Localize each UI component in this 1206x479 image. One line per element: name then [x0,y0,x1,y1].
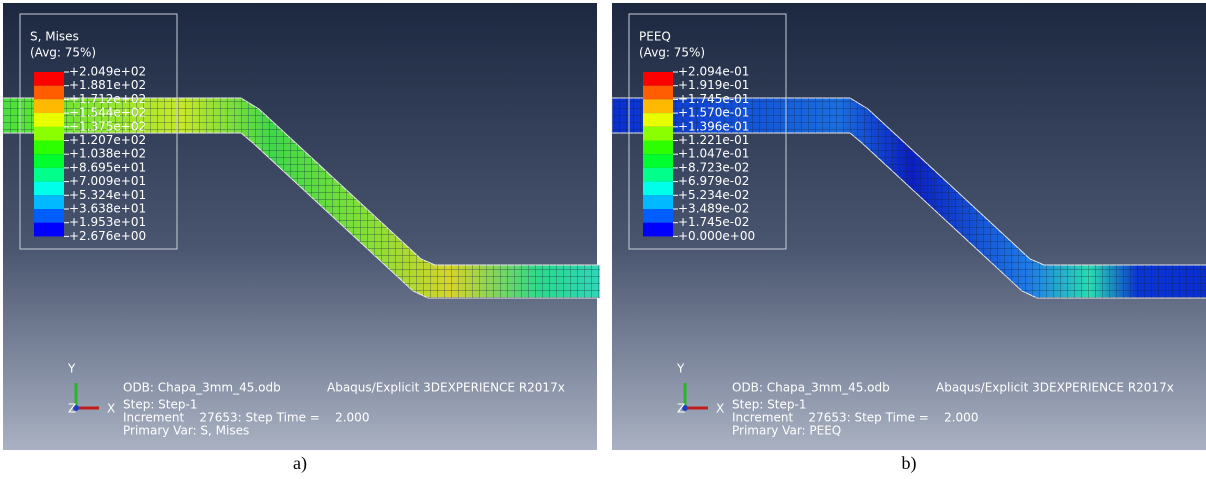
legend-swatch [34,182,64,196]
legend-value: +1.544e+02 [69,106,146,120]
legend-value: +0.000e+00 [678,229,755,243]
step: Step: Step-1 [123,398,197,412]
legend-swatch [34,141,64,155]
legend-value: +1.375e+02 [69,119,146,133]
legend-value: +7.009e+01 [69,174,146,188]
legend-value: +2.676e+00 [69,229,146,243]
viewport-panel: PEEQ(Avg: 75%)+2.094e-01+1.919e-01+1.745… [612,3,1206,450]
legend-swatch [34,195,64,209]
legend-swatch [643,195,673,209]
legend-swatch [34,223,64,237]
primary-var: Primary Var: PEEQ [732,424,841,438]
software: Abaqus/Explicit 3DEXPERIENCE R2017x [936,381,1174,395]
legend-value: +1.919e-01 [678,78,749,92]
axis-label-y: Y [67,362,76,376]
legend-swatch [34,72,64,86]
legend-value: +2.094e-01 [678,65,749,79]
axis-label-x: X [716,402,724,416]
axis-label-y: Y [676,362,685,376]
legend-value: +1.953e+01 [69,215,146,229]
legend-swatch [643,209,673,223]
legend-value: +5.324e+01 [69,188,146,202]
axis-label-z: Z [677,402,685,416]
page: S, Mises(Avg: 75%)+2.049e+02+1.881e+02+1… [0,0,1206,479]
legend-value: +1.038e+02 [69,147,146,161]
legend-swatch [34,99,64,113]
step: Step: Step-1 [732,398,806,412]
increment: Increment 27653: Step Time = 2.000 [732,411,978,425]
primary-var: Primary Var: S, Mises [123,424,249,438]
legend-value: +1.207e+02 [69,133,146,147]
increment: Increment 27653: Step Time = 2.000 [123,411,369,425]
legend-swatch [34,209,64,223]
viewport-panel: S, Mises(Avg: 75%)+2.049e+02+1.881e+02+1… [3,3,600,450]
legend-value: +3.638e+01 [69,202,146,216]
axis-label-z: Z [68,402,76,416]
caption: b) [902,453,917,474]
legend-swatch [643,168,673,182]
legend-value: +3.489e-02 [678,202,749,216]
legend-swatch [643,127,673,141]
caption: a) [293,453,307,474]
legend-value: +2.049e+02 [69,65,146,79]
legend-subtitle: (Avg: 75%) [639,46,705,60]
legend-value: +1.570e-01 [678,106,749,120]
legend-value: +1.396e-01 [678,119,749,133]
legend-value: +1.047e-01 [678,147,749,161]
legend-value: +8.695e+01 [69,160,146,174]
legend-swatch [34,154,64,168]
legend-value: +5.234e-02 [678,188,749,202]
legend-swatch [643,72,673,86]
legend-swatch [643,154,673,168]
legend-value: +6.979e-02 [678,174,749,188]
legend-swatch [34,86,64,100]
legend-swatch [34,127,64,141]
legend-title: PEEQ [639,30,671,44]
legend-title: S, Mises [30,30,79,44]
axis-label-x: X [107,402,115,416]
legend-swatch [643,223,673,237]
software: Abaqus/Explicit 3DEXPERIENCE R2017x [327,381,565,395]
legend-swatch [34,168,64,182]
legend-subtitle: (Avg: 75%) [30,46,96,60]
legend-value: +1.712e+02 [69,92,146,106]
odb-name: ODB: Chapa_3mm_45.odb [732,381,890,395]
legend-value: +8.723e-02 [678,160,749,174]
legend-swatch [643,99,673,113]
odb-name: ODB: Chapa_3mm_45.odb [123,381,281,395]
legend-swatch [643,86,673,100]
legend-value: +1.745e-02 [678,215,749,229]
legend-swatch [643,113,673,127]
legend-value: +1.221e-01 [678,133,749,147]
legend-swatch [643,182,673,196]
figure: S, Mises(Avg: 75%)+2.049e+02+1.881e+02+1… [0,0,1206,479]
legend-swatch [643,141,673,155]
legend-value: +1.881e+02 [69,78,146,92]
legend-swatch [34,113,64,127]
legend-value: +1.745e-01 [678,92,749,106]
